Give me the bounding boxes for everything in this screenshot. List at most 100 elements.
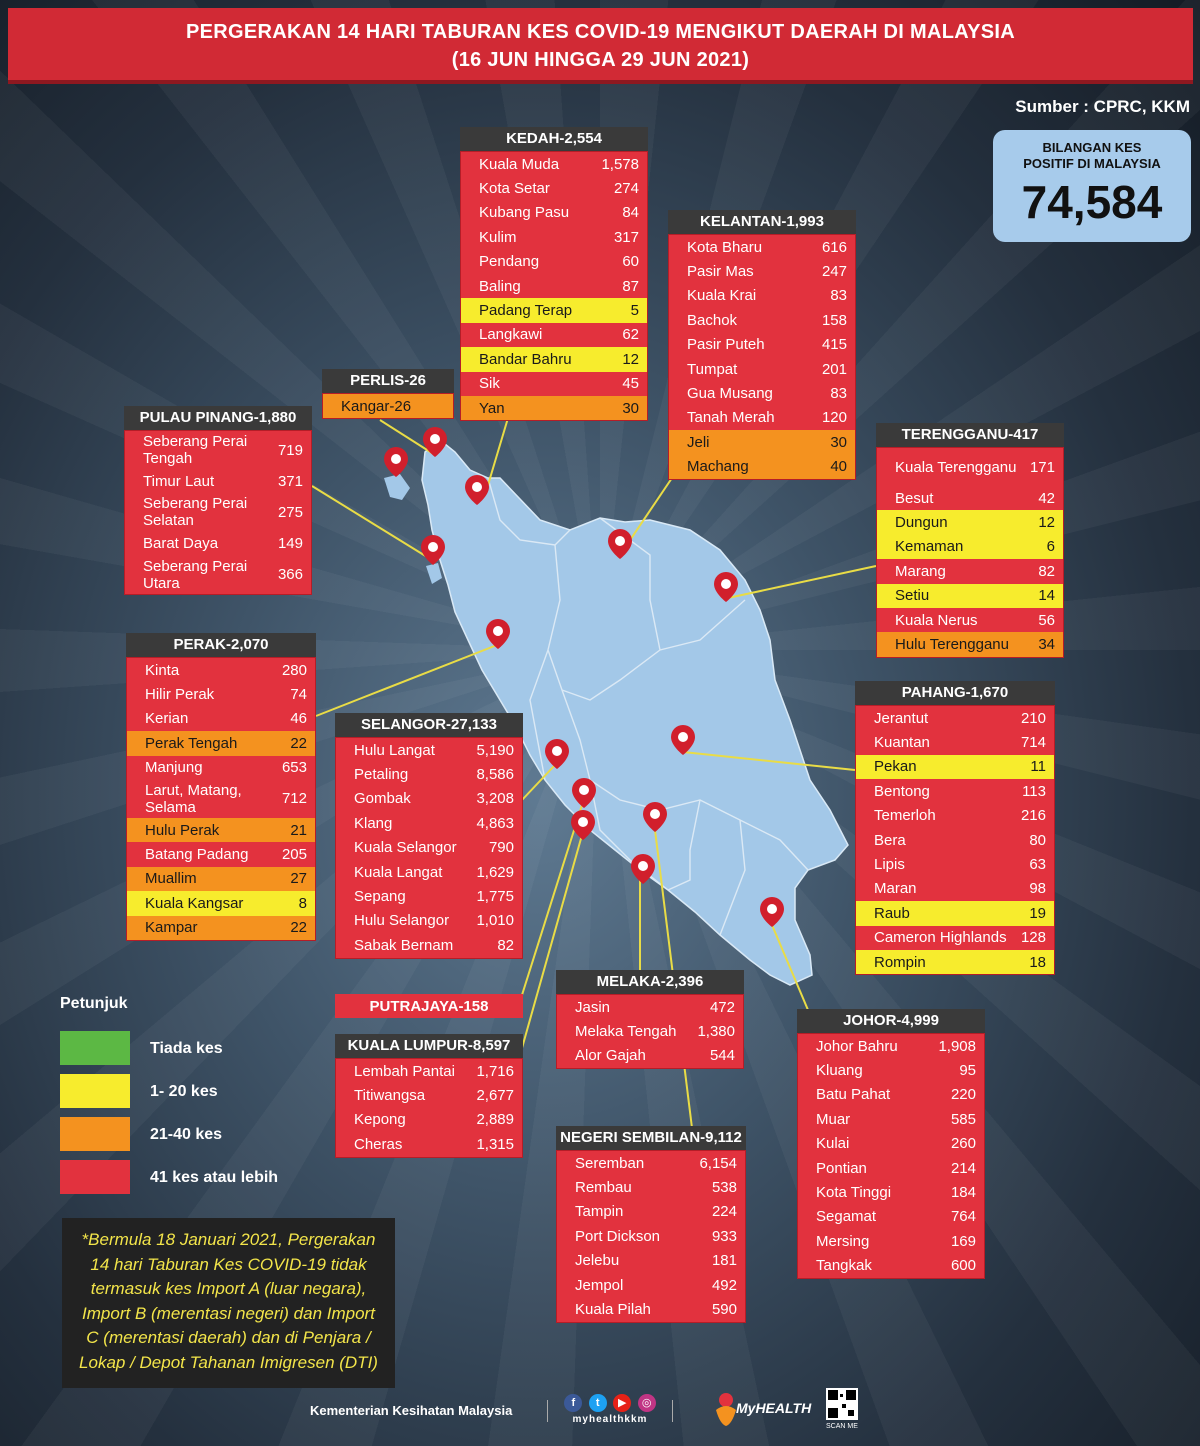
leader-pulau-pinang — [311, 485, 433, 561]
district-row: Besut 42 — [877, 486, 1063, 511]
pin-icon[interactable] — [545, 739, 569, 769]
panel-title: JOHOR-4,999 — [797, 1009, 985, 1033]
title-line-1: PERGERAKAN 14 HARI TABURAN KES COVID-19 … — [185, 21, 1016, 43]
pin-icon[interactable] — [384, 447, 408, 477]
leader-perlis — [379, 419, 436, 456]
district-row: Kemaman 6 — [877, 534, 1063, 560]
district-cases: 3,208 — [476, 790, 514, 808]
district-name: Kulim — [479, 228, 517, 246]
district-row: Baling 87 — [461, 273, 647, 299]
district-name: Sepang — [354, 888, 406, 906]
district-row: Kuala Muda 1,578 — [461, 152, 647, 177]
district-cases: 82 — [497, 936, 514, 954]
district-name: Sabak Bernam — [354, 936, 454, 954]
pin-icon[interactable] — [631, 854, 655, 884]
district-row: Titiwangsa 2,677 — [336, 1083, 522, 1108]
district-row: Seremban 6,154 — [557, 1151, 745, 1176]
district-cases: 149 — [277, 535, 303, 553]
district-list: Seberang Perai Tengah 719 Timur Laut 371 Seb… — [124, 430, 312, 595]
district-list: Hulu Langat 5,190 Petaling 8,586 Gombak 3,208… — [335, 737, 523, 959]
facebook-icon[interactable]: f — [564, 1394, 583, 1412]
district-name: Hilir Perak — [145, 686, 215, 704]
district-row: Tumpat 201 — [669, 356, 855, 382]
district-cases: 5,190 — [476, 741, 514, 759]
leader-kuala-lumpur — [521, 834, 583, 1049]
footnote-box: *Bermula 18 Januari 2021, Pergerakan 14 … — [62, 1218, 395, 1388]
district-name: Gombak — [354, 790, 411, 808]
pin-icon[interactable] — [423, 427, 447, 457]
district-name: Padang Terap — [479, 302, 573, 320]
pin-icon[interactable] — [421, 535, 445, 565]
district-row: Lipis 63 — [856, 852, 1054, 877]
leader-selangor — [521, 764, 556, 801]
legend-item: 41 kes atau lebih — [60, 1160, 320, 1203]
panel-title: KELANTAN-1,993 — [668, 210, 856, 234]
pin-icon[interactable] — [608, 529, 632, 559]
district-row: Segamat 764 — [798, 1204, 984, 1230]
location-pins — [384, 427, 784, 927]
district-row: Jerantut 210 — [856, 706, 1054, 731]
pin-icon[interactable] — [572, 778, 596, 808]
pin-icon[interactable] — [760, 897, 784, 927]
district-cases: 11 — [1030, 758, 1046, 776]
district-name: Kepong — [354, 1111, 406, 1129]
panel-perak: PERAK-2,070 Kinta 280 Hilir Perak 74 Kerian 4… — [126, 633, 316, 941]
district-row: Bera 80 — [856, 827, 1054, 853]
district-name: Kinta — [145, 661, 180, 679]
district-name: Seberang Perai Tengah — [143, 433, 248, 467]
district-name: Pekan — [874, 758, 917, 776]
panel-pulau-pinang: PULAU PINANG-1,880 Seberang Perai Tengah… — [124, 406, 312, 595]
district-cases: 12 — [622, 350, 639, 368]
panel-title: PERAK-2,070 — [126, 633, 316, 657]
district-cases: 6,154 — [699, 1154, 737, 1172]
district-row: Pasir Puteh 415 — [669, 332, 855, 357]
myhealth-logo[interactable]: MyHEALTH — [712, 1388, 811, 1432]
district-name: Yan — [479, 399, 505, 417]
pin-icon[interactable] — [571, 810, 595, 840]
district-cases: 45 — [622, 375, 639, 393]
district-name: Batang Padang — [145, 846, 249, 864]
twitter-icon[interactable]: t — [588, 1394, 607, 1412]
pin-icon[interactable] — [465, 475, 489, 505]
youtube-icon[interactable]: ▶ — [613, 1394, 632, 1412]
district-cases: 275 — [277, 503, 303, 521]
district-list: Kuala Muda 1,578 Kota Setar 274 Kubang Pasu 8… — [460, 151, 648, 422]
pin-icon[interactable] — [671, 725, 695, 755]
pin-icon[interactable] — [486, 619, 510, 649]
district-list: Lembah Pantai 1,716 Titiwangsa 2,677 Kepong 2… — [335, 1058, 523, 1158]
leader-putrajaya — [521, 804, 583, 996]
qr-code[interactable]: SCAN ME — [826, 1388, 858, 1430]
district-cases: 216 — [1020, 807, 1046, 825]
district-name: Bentong — [874, 782, 930, 800]
district-name: Kuala Nerus — [895, 611, 978, 629]
district-row: Tangkak 600 — [798, 1253, 984, 1278]
district-name: Rembau — [575, 1179, 632, 1197]
district-row: Alor Gajah 544 — [557, 1043, 743, 1069]
connector-lines — [311, 417, 877, 1129]
district-name: Segamat — [816, 1208, 877, 1226]
panel-kedah: KEDAH-2,554 Kuala Muda 1,578 Kota Setar 274… — [460, 127, 648, 422]
district-name: Hulu Selangor — [354, 912, 450, 930]
instagram-icon[interactable]: ◎ — [637, 1394, 656, 1412]
ministry-label: Kementerian Kesihatan Malaysia — [310, 1403, 513, 1418]
district-list: Kuala Terengganu 171 Besut 42 Dungun 12 Kemama… — [876, 447, 1064, 658]
district-cases: 8,586 — [476, 766, 514, 784]
pin-icon[interactable] — [643, 802, 667, 832]
district-name: Barat Daya — [143, 535, 219, 553]
district-cases: 120 — [821, 409, 847, 427]
district-row: Kulim 317 — [461, 225, 647, 250]
district-row: Perak Tengah 22 — [127, 731, 315, 756]
district-name: Mersing — [816, 1232, 870, 1250]
legend-label: Tiada kes — [150, 1040, 223, 1057]
district-row: Padang Terap 5 — [461, 298, 647, 323]
district-row: Kota Bharu 616 — [669, 235, 855, 260]
district-cases: 933 — [711, 1227, 737, 1245]
total-label-1: BILANGAN KES — [1042, 140, 1142, 155]
district-cases: 82 — [1038, 562, 1055, 580]
panel-pahang: PAHANG-1,670 Jerantut 210 Kuantan 714 Pekan 1… — [855, 681, 1055, 976]
pin-icon[interactable] — [714, 572, 738, 602]
district-name: Kangar-26 — [341, 397, 412, 415]
district-row: Batu Pahat 220 — [798, 1082, 984, 1108]
district-row: Kuantan 714 — [856, 730, 1054, 755]
